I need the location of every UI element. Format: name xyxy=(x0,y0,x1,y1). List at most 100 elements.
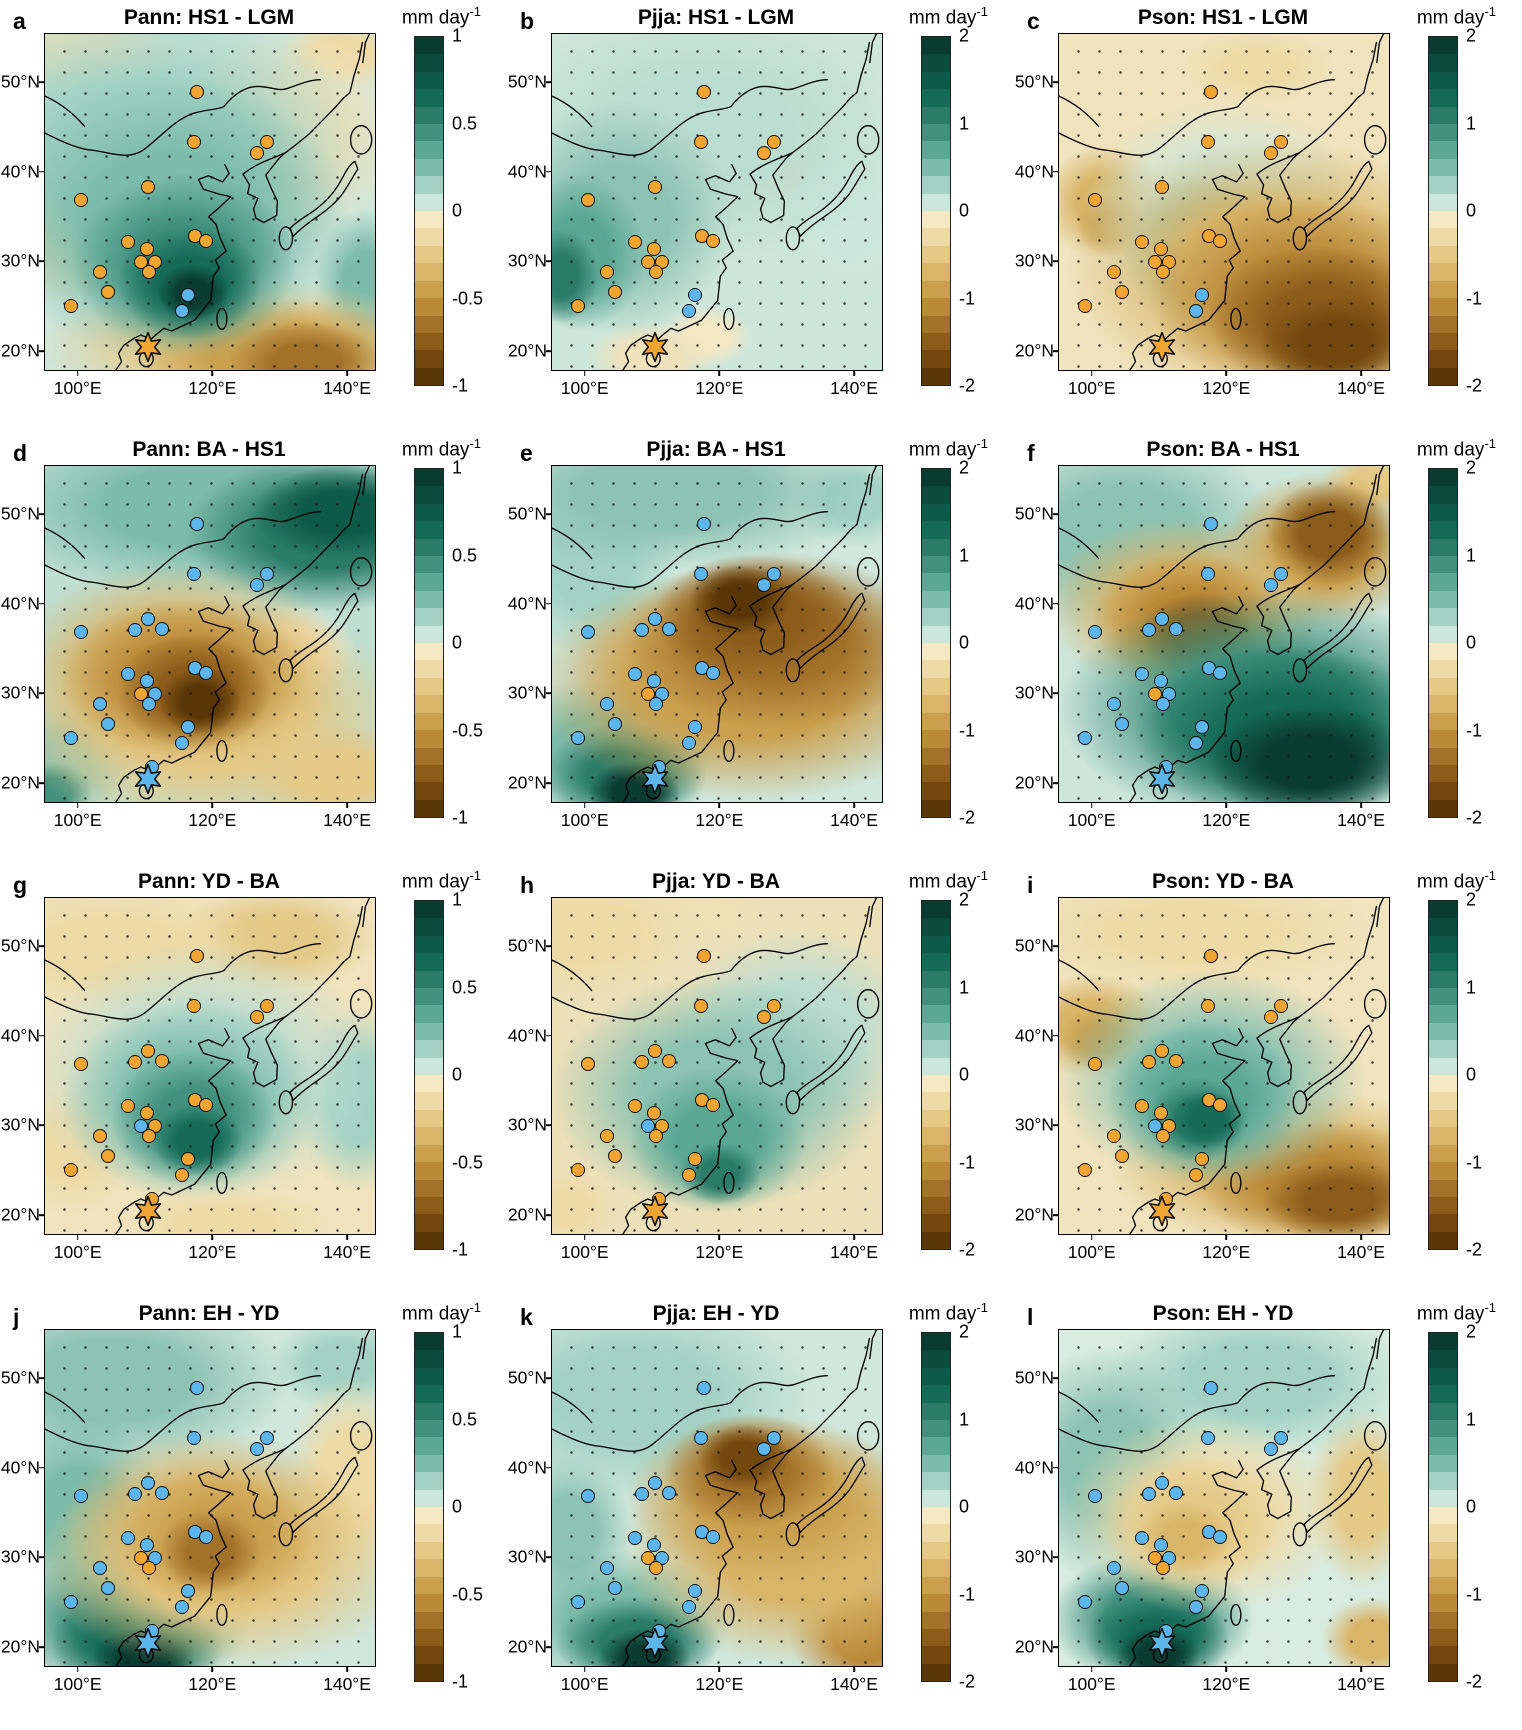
proxy-site-marker-s11 xyxy=(641,1550,656,1565)
proxy-site-marker-s01 xyxy=(190,85,205,100)
proxy-site-marker-s17 xyxy=(181,1151,196,1166)
colorbar-segment xyxy=(415,1127,443,1145)
colorbar-unit-label: mm day-1 xyxy=(1417,4,1496,29)
x-axis-label: 100°E xyxy=(560,1674,609,1694)
proxy-site-marker-s15 xyxy=(1115,717,1130,732)
proxy-site-marker-s02 xyxy=(1200,567,1215,582)
colorbar-segment xyxy=(415,280,443,299)
y-axis-tick xyxy=(39,1035,44,1037)
colorbar-segment xyxy=(415,124,443,142)
proxy-site-marker-s05b xyxy=(127,622,142,637)
amur-border-line xyxy=(1238,944,1335,971)
proxy-site-marker-s01 xyxy=(190,517,205,532)
coastline-layer xyxy=(1059,1330,1389,1666)
colorbar-tick-label: 0 xyxy=(452,1496,463,1517)
hokkaido-island xyxy=(1365,126,1386,154)
proxy-site-marker-s04 xyxy=(250,1442,265,1457)
x-axis-tick xyxy=(853,1667,855,1672)
china-coastline xyxy=(623,1029,738,1234)
taiwan-island xyxy=(217,309,227,330)
proxy-site-marker-s15 xyxy=(608,1581,623,1596)
y-axis-tick xyxy=(546,1646,551,1648)
colorbar-segment xyxy=(922,1162,950,1180)
proxy-site-marker-s05 xyxy=(141,180,156,195)
colorbar-segment xyxy=(415,677,443,696)
colorbar-segment xyxy=(922,935,950,954)
x-axis-tick xyxy=(583,803,586,808)
map-area xyxy=(44,1329,376,1667)
amur-border-line xyxy=(731,1376,828,1403)
proxy-site-marker-s05 xyxy=(141,1044,156,1059)
colorbar-segment xyxy=(415,1333,443,1351)
colorbar xyxy=(1428,900,1458,1250)
colorbar-segment xyxy=(922,625,950,644)
hokkaido-island xyxy=(858,126,879,154)
colorbar-segment xyxy=(415,71,443,90)
panel-title: Pson: YD - BA xyxy=(1152,870,1294,893)
proxy-site-marker-s10 xyxy=(647,242,662,257)
colorbar-segment xyxy=(1429,782,1457,800)
proxy-site-marker-s03 xyxy=(1273,999,1288,1014)
colorbar-segment xyxy=(922,1040,950,1058)
y-axis-label: 40°N xyxy=(0,1457,40,1478)
china-coastline xyxy=(116,1461,231,1666)
colorbar-segment xyxy=(922,158,950,177)
proxy-site-marker-s07 xyxy=(627,666,642,681)
proxy-site-marker-s04 xyxy=(1264,1442,1279,1457)
colorbar-segment xyxy=(1429,1385,1457,1403)
colorbar-tick-label: 2 xyxy=(1466,1321,1477,1342)
stipple-dots-layer xyxy=(552,466,882,802)
colorbar xyxy=(414,900,444,1250)
reference-site-star xyxy=(134,1195,162,1226)
northwest-border-line xyxy=(1059,1392,1099,1422)
colorbar-segment xyxy=(415,590,443,609)
proxy-site-marker-s01 xyxy=(1204,517,1219,532)
colorbar-tick-label: 1 xyxy=(1466,545,1477,565)
colorbar-segment xyxy=(922,141,950,159)
colorbar-segment xyxy=(1429,486,1457,504)
unit-main: mm day xyxy=(908,7,977,29)
coastline-layer xyxy=(552,466,882,802)
proxy-site-marker-s06 xyxy=(580,1488,595,1503)
colorbar-unit-label: mm day-1 xyxy=(909,4,988,29)
colorbar-segment xyxy=(922,350,950,368)
map-area xyxy=(551,897,883,1235)
map-panel-e: e Pjja: BA - HS1 mm day-1 50°N 40°N 30°N 20… xyxy=(507,432,1014,864)
proxy-site-marker-s03 xyxy=(1273,567,1288,582)
colorbar-segment xyxy=(415,625,443,644)
proxy-site-marker-s09 xyxy=(1212,665,1227,680)
map-panel-i: i Pson: YD - BA mm day-1 50°N 40°N 30°N 20°… xyxy=(1014,864,1522,1296)
proxy-site-marker-s15 xyxy=(101,717,116,732)
y-axis-label: 30°N xyxy=(507,250,547,271)
colorbar-segment xyxy=(922,1144,950,1163)
honshu-island xyxy=(797,1025,865,1100)
proxy-site-marker-s05c xyxy=(1169,1054,1184,1069)
unit-main: mm day xyxy=(908,1303,977,1325)
map-area xyxy=(44,897,376,1235)
proxy-site-marker-s04 xyxy=(757,146,772,161)
reference-site-star xyxy=(1148,763,1176,794)
proxy-site-marker-s18 xyxy=(681,1599,696,1614)
y-axis-tick xyxy=(39,350,44,352)
colorbar-segment xyxy=(922,988,950,1006)
unit-exponent: -1 xyxy=(1484,1300,1496,1315)
proxy-site-marker-s16 xyxy=(63,1163,78,1178)
x-axis-tick xyxy=(583,1235,586,1240)
proxy-site-marker-s16 xyxy=(63,1595,78,1610)
proxy-site-marker-s16 xyxy=(570,1163,585,1178)
honshu-island xyxy=(1304,593,1372,668)
panel-letter: k xyxy=(520,1304,533,1330)
x-axis-tick xyxy=(718,1667,721,1672)
colorbar xyxy=(414,468,444,818)
colorbar-segment xyxy=(1429,1022,1457,1041)
proxy-site-marker-s16 xyxy=(63,299,78,314)
colorbar-segment xyxy=(922,280,950,299)
northwest-border-line xyxy=(552,96,592,126)
colorbar-segment xyxy=(922,1075,950,1093)
colorbar-segment xyxy=(922,677,950,696)
proxy-site-marker-s04 xyxy=(1264,146,1279,161)
proxy-site-marker-s17 xyxy=(1195,287,1210,302)
proxy-site-marker-s03 xyxy=(259,1431,274,1446)
colorbar-segment xyxy=(1429,1594,1457,1612)
proxy-site-marker-s04 xyxy=(250,146,265,161)
